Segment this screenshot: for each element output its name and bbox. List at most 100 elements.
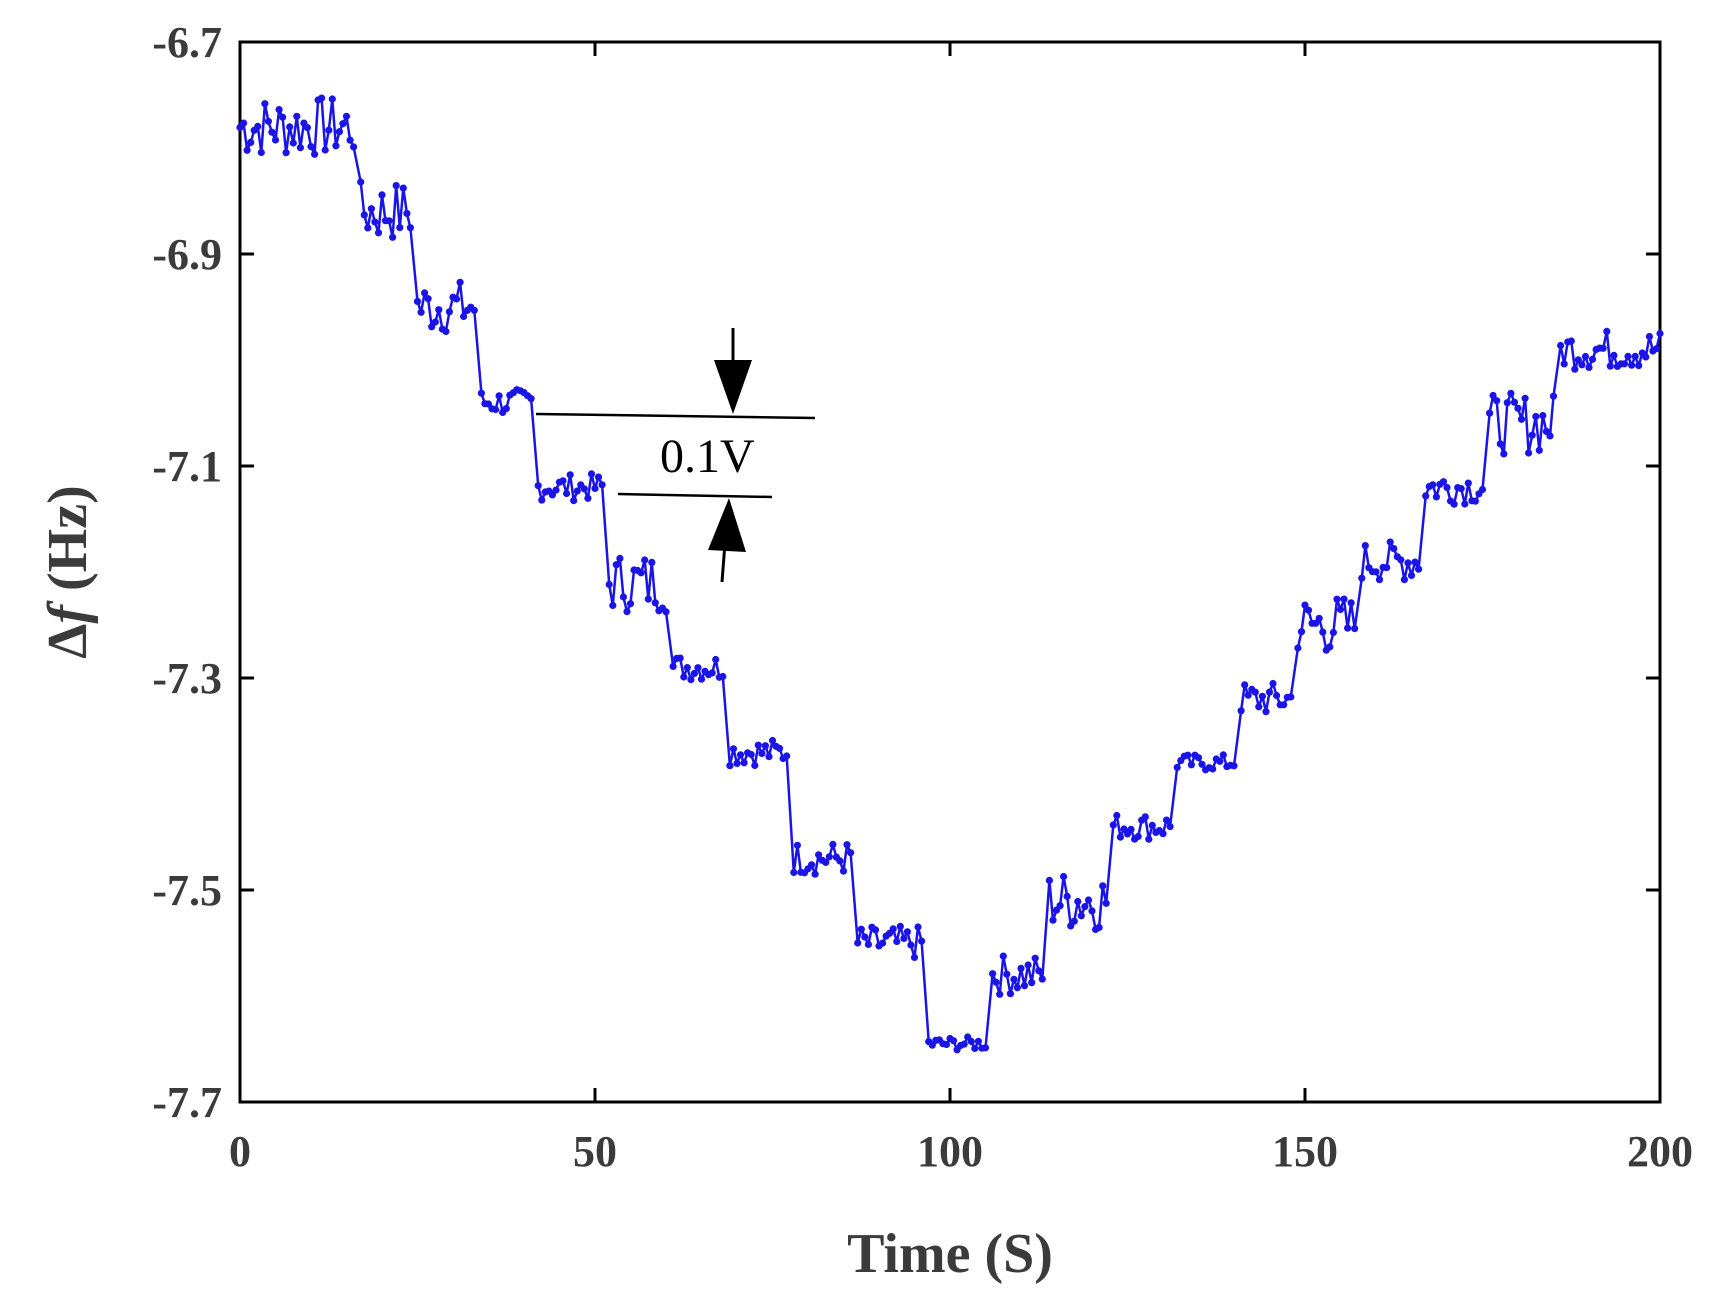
data-point <box>1478 485 1487 494</box>
data-point <box>293 112 301 120</box>
data-point <box>1262 708 1270 716</box>
data-point <box>1635 362 1643 370</box>
data-point <box>1517 415 1526 423</box>
data-point <box>1514 404 1522 412</box>
data-point <box>1219 751 1227 759</box>
data-point <box>591 484 599 492</box>
data-point <box>1624 352 1632 360</box>
data-point <box>776 744 784 753</box>
data-point <box>1074 897 1082 906</box>
data-point <box>1457 485 1465 493</box>
data-point <box>325 126 333 134</box>
data-point <box>1198 760 1206 768</box>
data-point <box>328 95 336 103</box>
data-point <box>1407 571 1416 580</box>
data-point <box>1372 568 1380 576</box>
data-point <box>1084 896 1093 904</box>
data-point <box>442 327 450 336</box>
data-point <box>1415 565 1423 573</box>
data-point <box>1489 391 1497 400</box>
data-point <box>587 470 596 478</box>
data-point <box>1443 483 1451 492</box>
data-point <box>1450 500 1458 508</box>
data-point <box>261 100 269 108</box>
data-point <box>477 389 485 397</box>
data-point <box>1532 412 1540 421</box>
data-point <box>1628 361 1636 369</box>
data-point <box>1070 917 1078 925</box>
data-point <box>1557 341 1565 350</box>
data-point <box>346 136 354 144</box>
data-point <box>1297 628 1306 636</box>
plot-area-frame <box>238 40 1662 1104</box>
data-point <box>424 295 432 303</box>
data-point <box>339 120 347 128</box>
x-tick-labels: 0 50 100 150 200 <box>229 1127 1693 1176</box>
data-point <box>740 759 748 767</box>
data-point <box>708 669 716 677</box>
data-point <box>1319 628 1327 636</box>
data-point <box>765 753 773 761</box>
data-point <box>1507 389 1515 397</box>
data-point <box>687 676 695 684</box>
data-point <box>289 139 297 147</box>
data-point <box>399 184 407 192</box>
data-point <box>974 1037 983 1045</box>
data-point <box>761 742 770 750</box>
data-point <box>1035 967 1043 975</box>
data-point <box>605 580 613 589</box>
data-point <box>1010 975 1018 983</box>
data-point <box>1610 351 1618 359</box>
data-point <box>815 851 823 859</box>
data-point <box>736 751 745 759</box>
data-point <box>861 933 869 941</box>
data-point <box>403 209 411 217</box>
y-tick-label: -6.9 <box>152 230 222 279</box>
data-point <box>1031 954 1039 962</box>
data-point <box>1400 576 1408 584</box>
data-point <box>871 926 880 934</box>
data-point <box>413 297 422 305</box>
data-point <box>1486 409 1494 417</box>
data-point <box>247 138 255 146</box>
annotation-0.1v: 0.1V <box>535 328 816 583</box>
data-point <box>417 308 425 316</box>
data-point <box>559 477 567 485</box>
data-point <box>1017 964 1025 973</box>
data-point <box>342 112 351 120</box>
data-point <box>1390 545 1398 553</box>
data-point <box>1471 497 1479 505</box>
data-point <box>240 119 248 127</box>
data-point <box>1230 762 1238 770</box>
data-point <box>1645 332 1653 341</box>
y-tick-label: -7.3 <box>152 654 222 703</box>
data-point <box>367 205 375 213</box>
data-point <box>758 749 766 758</box>
data-point <box>1265 688 1274 696</box>
data-point <box>790 868 798 877</box>
data-point <box>900 934 908 943</box>
data-point <box>967 1037 975 1046</box>
data-point <box>1581 352 1590 361</box>
data-point <box>1432 493 1440 501</box>
data-point <box>534 482 542 490</box>
data-point <box>364 224 372 232</box>
axis-ticks <box>238 40 1662 1104</box>
data-point <box>552 486 560 494</box>
data-point <box>1439 478 1448 486</box>
data-point <box>1162 816 1171 824</box>
data-point <box>378 191 386 199</box>
annotation-label: 0.1V <box>660 430 755 483</box>
data-point <box>949 1037 958 1045</box>
data-point <box>580 485 588 493</box>
data-point <box>563 489 571 498</box>
annotation-lower-level-line <box>617 492 773 499</box>
data-point <box>1304 606 1313 614</box>
data-point <box>1656 329 1664 338</box>
data-point <box>1347 599 1355 607</box>
data-point <box>431 318 439 326</box>
data-point <box>1599 344 1607 352</box>
data-point <box>396 224 404 232</box>
data-point <box>811 870 819 878</box>
